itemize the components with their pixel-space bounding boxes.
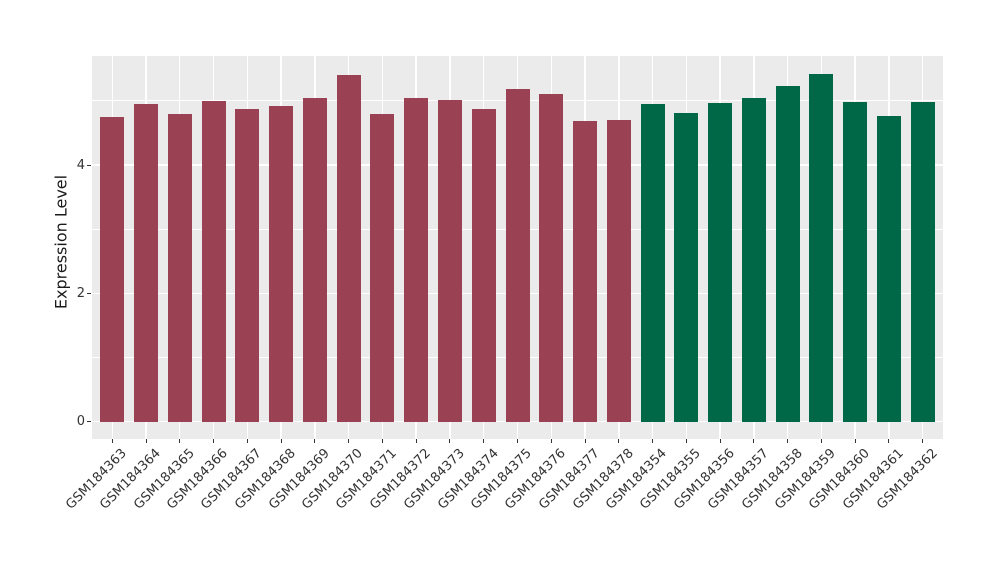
x-tick-mark-GSM184366 <box>213 439 215 443</box>
x-tick-mark-GSM184376 <box>550 439 552 443</box>
bar-GSM184378 <box>606 120 631 422</box>
x-tick-mark-GSM184367 <box>246 439 248 443</box>
x-tick-mark-GSM184359 <box>820 439 822 443</box>
bar-GSM184365 <box>167 113 192 422</box>
x-tick-mark-GSM184363 <box>111 439 113 443</box>
bar-GSM184372 <box>404 97 429 422</box>
x-tick-mark-GSM184375 <box>517 439 518 443</box>
bar-GSM184355 <box>674 113 699 422</box>
bar-GSM184363 <box>100 116 125 422</box>
x-tick-mark-GSM184368 <box>280 439 282 443</box>
bar-GSM184371 <box>370 113 395 422</box>
bar-GSM184370 <box>336 75 361 422</box>
x-tick-mark-GSM184371 <box>381 439 383 443</box>
x-tick-mark-GSM184369 <box>314 439 316 443</box>
bar-GSM184361 <box>876 115 901 422</box>
bar-GSM184356 <box>708 102 733 422</box>
bar-GSM184377 <box>573 121 598 422</box>
x-tick-mark-GSM184370 <box>348 439 350 443</box>
bar-GSM184364 <box>134 104 159 422</box>
bar-GSM184375 <box>505 89 530 422</box>
bar-GSM184362 <box>910 101 935 422</box>
y-tick-mark-2 <box>87 292 91 294</box>
x-tick-mark-GSM184364 <box>145 439 147 443</box>
y-tick-mark-0 <box>87 421 91 423</box>
x-tick-mark-GSM184360 <box>854 439 856 443</box>
x-tick-mark-GSM184374 <box>483 439 485 443</box>
bar-GSM184374 <box>471 109 496 422</box>
bar-GSM184360 <box>843 102 868 422</box>
x-tick-mark-GSM184355 <box>685 439 687 443</box>
plot-panel <box>92 56 943 439</box>
bar-GSM184354 <box>640 104 665 422</box>
bar-GSM184366 <box>201 100 226 422</box>
y-tick-label-0: 0 <box>76 414 85 430</box>
bar-GSM184359 <box>809 73 834 422</box>
x-tick-mark-GSM184377 <box>584 439 586 443</box>
x-tick-mark-GSM184361 <box>888 439 890 443</box>
x-tick-mark-GSM184373 <box>449 439 451 443</box>
bar-GSM184367 <box>235 108 260 422</box>
bar-GSM184357 <box>741 97 766 422</box>
bar-GSM184358 <box>775 86 800 422</box>
x-tick-mark-GSM184365 <box>179 439 181 443</box>
x-tick-mark-GSM184372 <box>415 439 417 443</box>
x-tick-mark-GSM184358 <box>787 439 789 443</box>
bar-GSM184369 <box>302 97 327 422</box>
x-tick-mark-GSM184356 <box>719 439 721 443</box>
x-tick-mark-GSM184354 <box>652 439 654 443</box>
y-tick-label-2: 2 <box>76 285 85 301</box>
bar-GSM184376 <box>539 93 564 422</box>
x-tick-mark-GSM184357 <box>753 439 755 443</box>
x-tick-mark-GSM184378 <box>618 439 620 443</box>
y-tick-label-4: 4 <box>76 157 85 173</box>
bar-GSM184368 <box>269 106 294 422</box>
y-tick-mark-4 <box>87 164 91 166</box>
bar-GSM184373 <box>437 99 462 422</box>
x-tick-mark-GSM184362 <box>922 439 924 443</box>
